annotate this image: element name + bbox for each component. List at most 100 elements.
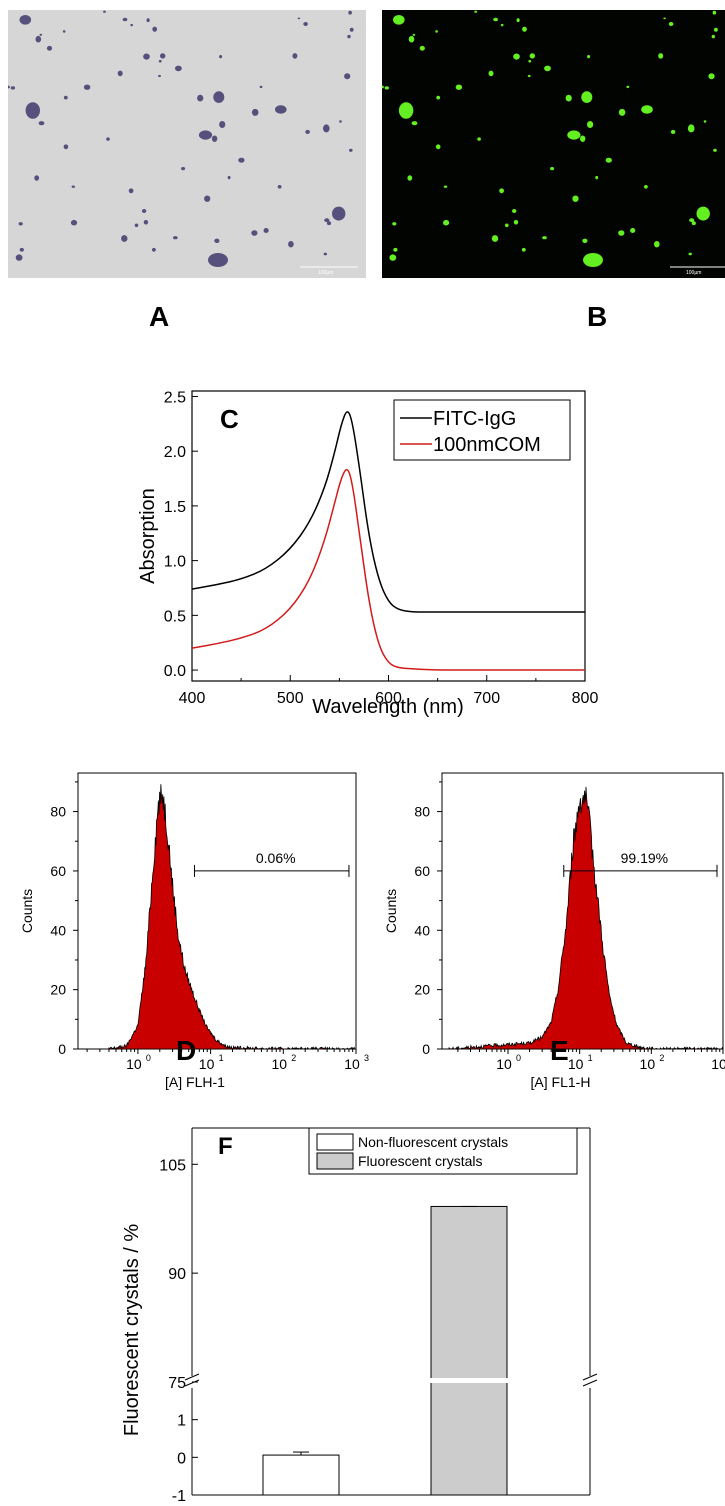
particle	[398, 102, 414, 119]
x-tick-label: 10	[640, 1056, 656, 1072]
micrograph-a-background	[8, 10, 366, 278]
axis-break-mark	[184, 1373, 200, 1381]
x-tick-label: 10	[126, 1056, 142, 1072]
particle	[263, 228, 269, 233]
particle	[181, 167, 186, 171]
particle	[130, 23, 133, 27]
particle	[572, 195, 579, 202]
particle	[152, 247, 156, 252]
legend-swatch-fluorescent	[316, 1152, 354, 1170]
particle	[71, 185, 75, 188]
particle	[513, 220, 519, 225]
particle	[654, 241, 660, 248]
x-tick-exponent: 2	[659, 1053, 664, 1063]
axis-break-mark	[184, 1379, 200, 1387]
particle	[141, 209, 147, 213]
particle	[70, 219, 78, 226]
particle	[326, 221, 332, 226]
particle	[528, 59, 532, 63]
y-tick-label: 105	[159, 1157, 186, 1174]
chart-f-panel-label: F	[218, 1133, 233, 1160]
x-tick-exponent: 3	[364, 1053, 369, 1063]
x-tick-label: 800	[572, 690, 599, 707]
particle-large	[208, 253, 228, 267]
panel-label-e: E	[550, 1035, 569, 1066]
x-tick-label: 10	[199, 1056, 215, 1072]
particle	[143, 220, 149, 225]
particle	[443, 219, 450, 226]
particle	[407, 175, 413, 181]
particle	[516, 18, 520, 23]
gate-label: 0.06%	[256, 850, 296, 866]
particle	[8, 85, 10, 89]
x-tick-exponent: 0	[516, 1053, 521, 1063]
particle	[436, 95, 441, 100]
particle	[641, 105, 653, 114]
bar-fluorescent	[430, 1205, 508, 1496]
particle	[392, 222, 397, 226]
particle	[505, 223, 509, 228]
legend-label-fitc-igg: FITC-IgG	[433, 408, 516, 430]
particle	[158, 74, 161, 78]
particle	[15, 254, 23, 261]
particle	[513, 53, 520, 60]
particle	[18, 222, 23, 226]
chart-f-legend-box	[308, 1127, 578, 1175]
y-tick-label: 1.5	[164, 499, 186, 516]
particle	[605, 157, 612, 163]
y-tick-label: 20	[414, 982, 430, 998]
particle	[712, 10, 717, 15]
scale-bar-b-label: 100µm	[686, 270, 701, 276]
particle	[691, 221, 696, 226]
x-axis-label: [A] FL1-H	[531, 1074, 591, 1090]
x-tick-label: 500	[277, 690, 304, 707]
y-tick-label: 40	[414, 922, 430, 938]
particle	[412, 33, 416, 36]
particle	[550, 167, 555, 171]
particle	[46, 45, 53, 51]
micrograph-a: 100µm	[8, 10, 366, 278]
particle	[393, 15, 405, 25]
particle	[347, 34, 351, 39]
particle	[158, 59, 162, 63]
y-tick-label: 1.0	[164, 554, 186, 571]
x-tick-exponent: 0	[146, 1053, 151, 1063]
chart-c-legend-box	[393, 399, 571, 461]
particle	[213, 91, 225, 103]
panel-label-a: A	[149, 301, 170, 332]
y-tick-label: 0	[422, 1041, 430, 1057]
micrograph-b: 100µm	[382, 10, 725, 278]
x-tick-label: 10	[272, 1056, 288, 1072]
particle	[689, 218, 695, 223]
particle	[408, 35, 415, 43]
gate-label: 99.19%	[621, 850, 668, 866]
particle	[587, 55, 591, 59]
particle	[713, 148, 717, 152]
axis-break-mark	[582, 1379, 598, 1387]
particle	[582, 238, 588, 243]
particle	[393, 247, 398, 252]
legend-label-non-fluorescent: Non-fluorescent crystals	[358, 1134, 508, 1150]
particle	[542, 236, 547, 240]
particle	[288, 241, 294, 248]
particle	[348, 10, 352, 15]
particle	[474, 10, 478, 13]
particle	[175, 65, 182, 72]
chart-c-ylabel: Absorption	[137, 488, 159, 584]
particle	[644, 185, 648, 189]
y-tick-label: 0.5	[164, 608, 186, 625]
chart-c: C 400 500 600 700 800 0.0 0.5 1.0 1.5 2.0 2.5 FITC…	[137, 389, 599, 718]
particle	[567, 130, 581, 140]
legend-swatch-non-fluorescent	[316, 1133, 354, 1151]
panel-label-b: B	[587, 301, 608, 332]
particle	[595, 175, 599, 180]
particle	[197, 94, 204, 102]
particle	[128, 188, 134, 194]
y-tick-label: 80	[414, 804, 430, 820]
particle	[122, 17, 128, 22]
chart-d-frame	[77, 772, 357, 1050]
particle	[146, 18, 150, 23]
y-tick-label: 80	[50, 804, 66, 820]
y-tick-label: 60	[50, 863, 66, 879]
particle	[198, 130, 213, 140]
